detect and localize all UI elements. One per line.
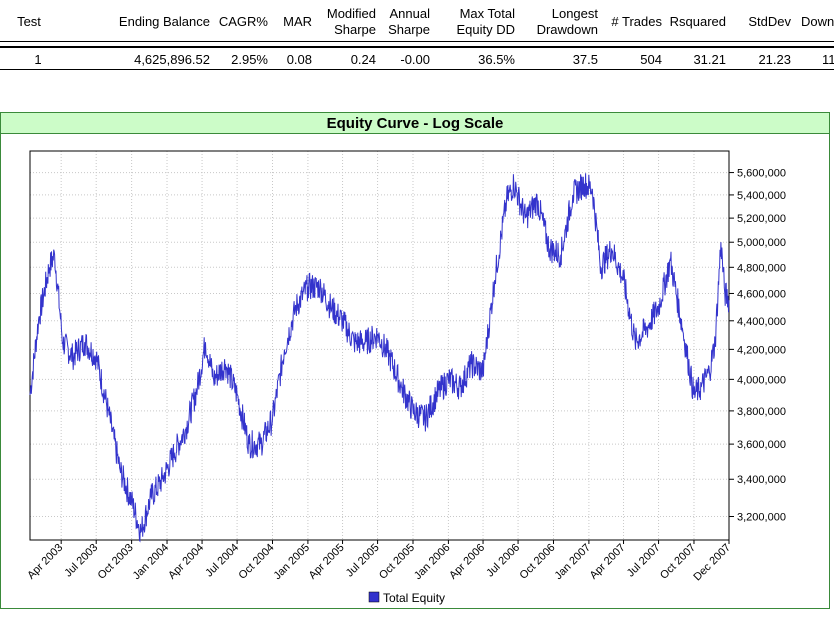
column-header-max-dd[interactable]: Equity DD xyxy=(456,22,515,37)
header-rule-bottom xyxy=(0,46,834,48)
column-header-cagr[interactable]: CAGR% xyxy=(218,14,268,29)
table-cell-annual-sharpe: -0.00 xyxy=(400,52,430,67)
table-cell-trades: 504 xyxy=(640,52,662,67)
column-header-down[interactable]: Down xyxy=(801,14,834,29)
column-header-ending-balance[interactable]: Ending Balance xyxy=(118,14,210,29)
header-rule-top xyxy=(0,41,834,42)
column-header-longest-dd[interactable]: Drawdown xyxy=(536,22,598,37)
table-cell-modified-sharpe: 0.24 xyxy=(350,52,376,67)
column-header-test[interactable]: Test xyxy=(17,14,41,29)
column-header-max-dd[interactable]: Max Total xyxy=(459,6,515,21)
table-cell-stddev: 21.23 xyxy=(758,52,791,67)
table-cell-longest-dd: 37.5 xyxy=(572,52,598,67)
table-cell-ending-balance: 4,625,896.52 xyxy=(134,52,210,67)
row-rule xyxy=(0,69,834,70)
column-header-annual-sharpe[interactable]: Annual xyxy=(389,6,430,21)
table-row[interactable]: 1 4,625,896.52 2.95% 0.08 0.24 -0.00 36.5% 37.5… xyxy=(0,50,834,68)
table-cell-mar: 0.08 xyxy=(286,52,312,67)
chart-panel xyxy=(0,112,830,609)
results-table-header: Test Ending Balance CAGR% MAR Modified Sharpe… xyxy=(0,0,834,44)
table-cell-down: 11 xyxy=(822,52,834,67)
chart-title: Equity Curve - Log Scale xyxy=(0,112,830,134)
column-header-modified-sharpe[interactable]: Modified xyxy=(326,6,376,21)
table-cell-cagr: 2.95% xyxy=(231,52,268,67)
column-header-rsquared[interactable]: Rsquared xyxy=(669,14,726,29)
column-header-annual-sharpe[interactable]: Sharpe xyxy=(388,22,430,37)
column-header-longest-dd[interactable]: Longest xyxy=(551,6,598,21)
table-cell-max-dd: 36.5% xyxy=(478,52,515,67)
column-header-stddev[interactable]: StdDev xyxy=(748,14,791,29)
table-cell-rsquared: 31.21 xyxy=(693,52,726,67)
column-header-mar[interactable]: MAR xyxy=(283,14,312,29)
column-header-modified-sharpe[interactable]: Sharpe xyxy=(334,22,376,37)
table-cell-test: 1 xyxy=(34,52,42,67)
column-header-trades[interactable]: # Trades xyxy=(611,14,662,29)
